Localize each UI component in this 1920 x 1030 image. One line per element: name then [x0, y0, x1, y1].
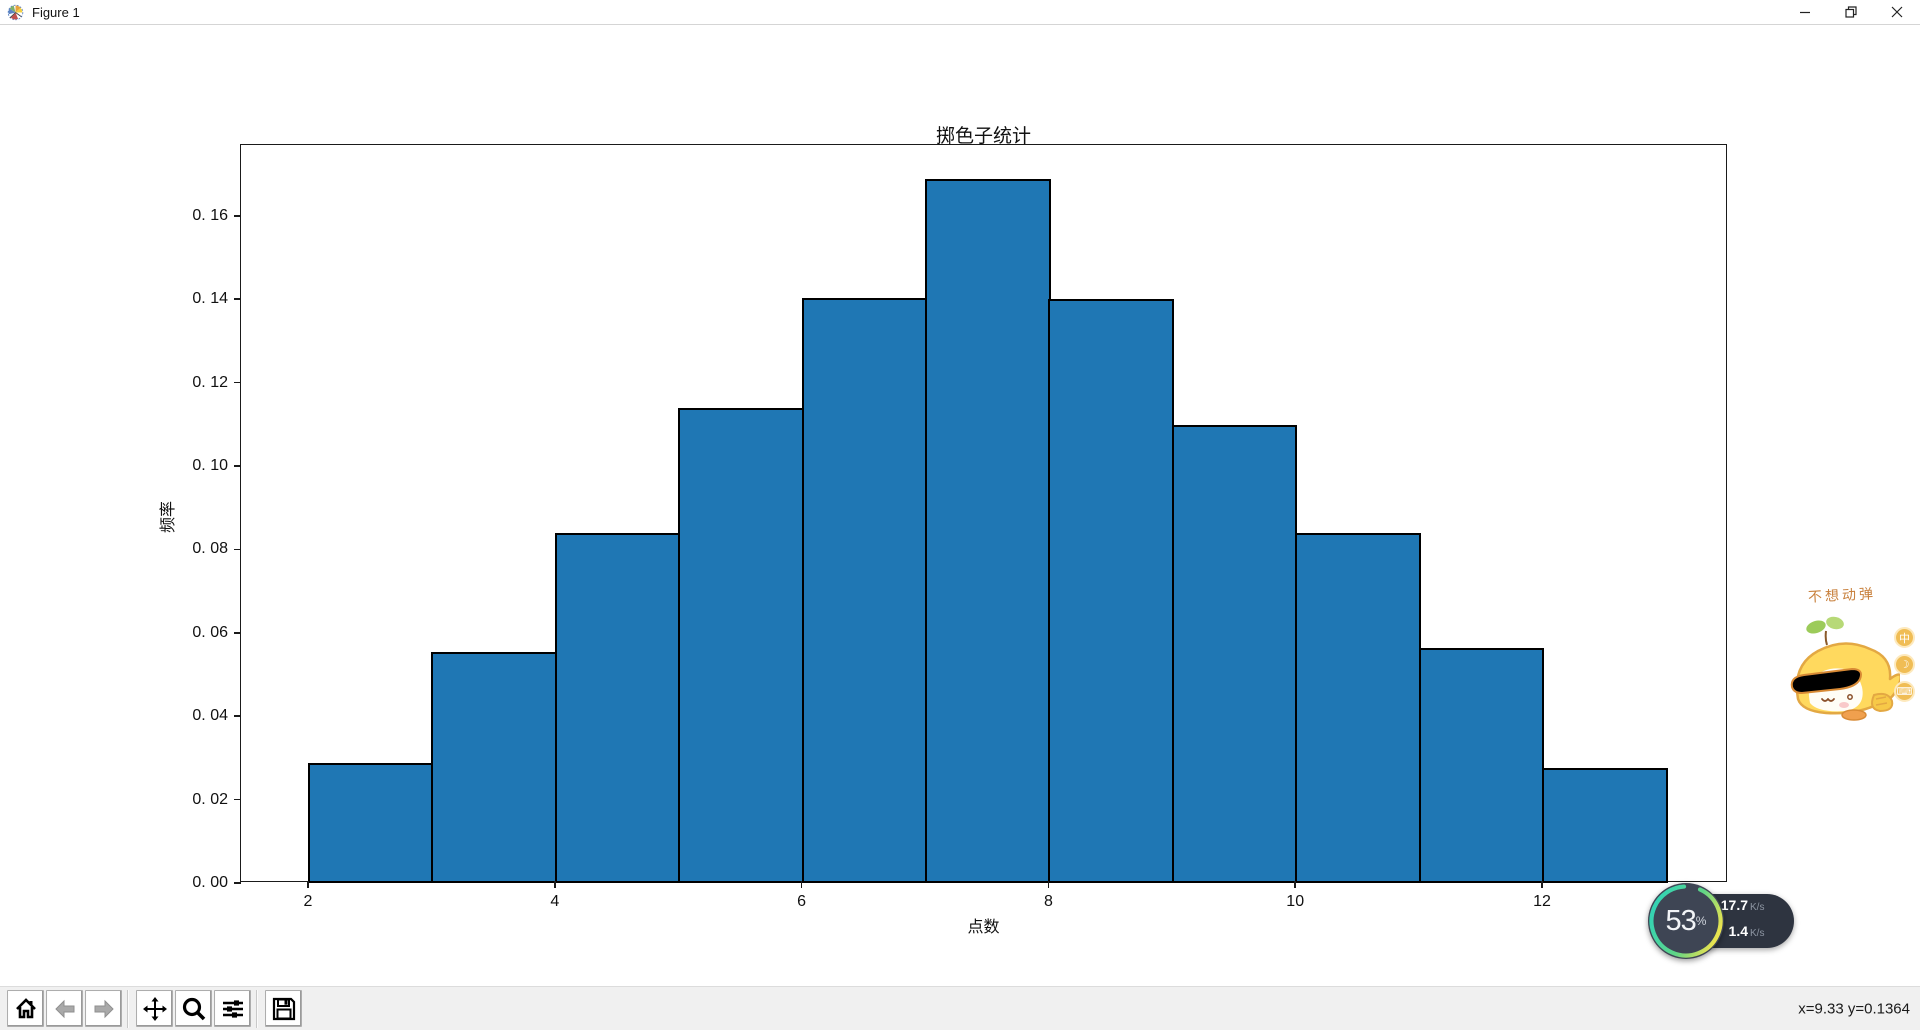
x-axis-label: 点数: [967, 919, 1000, 936]
y-axis-label: 频率: [160, 500, 178, 534]
histogram-bar: [1048, 299, 1174, 883]
restore-button[interactable]: [1828, 0, 1874, 24]
ime-language-button[interactable]: 中: [1894, 627, 1915, 648]
y-tick-mark: [234, 715, 241, 717]
x-tick-label: 4: [550, 893, 560, 910]
y-tick-mark: [234, 798, 241, 801]
x-tick-mark: [307, 881, 309, 888]
toolbar-separator: [256, 989, 258, 1028]
download-speed-unit: K/s: [1750, 928, 1765, 939]
y-tick-label: 0. 02: [192, 790, 228, 808]
minimize-button[interactable]: [1782, 0, 1828, 24]
y-tick-mark: [234, 298, 241, 301]
window-title: Figure 1: [32, 4, 80, 20]
download-speed-value: 1.4: [1728, 923, 1748, 939]
x-tick-mark: [800, 881, 803, 888]
pan-icon: [142, 996, 167, 1021]
percent-symbol: %: [1695, 914, 1707, 928]
histogram-bar: [1418, 648, 1545, 883]
y-tick-label: 0. 10: [192, 457, 228, 475]
x-tick-label: 12: [1533, 893, 1551, 910]
sliders-icon: [222, 999, 243, 1018]
y-tick-mark: [234, 381, 241, 384]
magnifier-icon: [182, 997, 205, 1020]
y-tick-label: 0. 14: [192, 290, 228, 308]
upload-speed-unit: K/s: [1750, 902, 1765, 913]
back-arrow-icon: [54, 999, 74, 1018]
figure-canvas[interactable]: 掷色子统计 频率 点数 0. 00 0. 02 0. 04 0. 06 0. 08 0. …: [0, 25, 1920, 986]
histogram-bar: [554, 532, 681, 883]
ime-halfwidth-button[interactable]: ☽: [1894, 654, 1915, 675]
y-tick-label: 0. 12: [192, 373, 228, 391]
duck-sticker-icon: [1790, 616, 1900, 721]
matplotlib-logo-icon: [7, 4, 24, 20]
histogram-bar: [431, 651, 557, 883]
home-icon: [15, 997, 36, 1018]
x-tick-label: 6: [797, 893, 807, 910]
x-tick-mark: [554, 881, 556, 888]
x-tick-mark: [1541, 881, 1543, 888]
matplotlib-toolbar: x=9.33 y=0.1364: [0, 986, 1920, 1030]
y-tick-mark: [234, 632, 241, 634]
x-tick-label: 2: [303, 893, 313, 910]
configure-subplots-button[interactable]: [214, 990, 251, 1027]
forward-button[interactable]: [85, 990, 122, 1027]
forward-arrow-icon: [94, 999, 114, 1018]
net-speed-widget[interactable]: ▲ 17.7 K/s ▼ 1.4 K/s: [1648, 883, 1798, 959]
x-tick-label: 10: [1286, 893, 1305, 910]
histogram-bar: [925, 179, 1051, 883]
y-tick-label: 0. 08: [192, 540, 228, 558]
x-tick-mark: [1294, 881, 1296, 888]
histogram-bar: [1171, 425, 1298, 883]
plot-area: 0. 00 0. 02 0. 04 0. 06 0. 08 0. 10 0. 12 0. 14…: [192, 144, 1727, 910]
window-controls: [1782, 0, 1920, 24]
y-tick-label: 0. 04: [192, 707, 228, 725]
window-titlebar: Figure 1: [0, 0, 1920, 25]
home-button[interactable]: [7, 990, 44, 1027]
histogram-bar: [801, 298, 928, 883]
gauge-ring-icon: [1649, 884, 1723, 958]
y-tick-mark: [234, 548, 241, 551]
y-tick-mark: [234, 465, 241, 467]
x-tick-mark: [1047, 881, 1050, 888]
y-tick-label: 0. 06: [192, 623, 228, 641]
histogram-bar: [1295, 533, 1421, 883]
ime-sticker: 不想动弹 中 ☽ ⌨: [1788, 585, 1920, 735]
zoom-button[interactable]: [175, 990, 212, 1027]
histogram-bar: [678, 408, 804, 883]
ime-toolbar: 中 ☽ ⌨: [1894, 627, 1915, 702]
histogram-bar: [1542, 768, 1668, 883]
ime-keyboard-button[interactable]: ⌨: [1894, 681, 1915, 702]
percent-value: 53: [1665, 904, 1697, 937]
histogram-bar: [308, 763, 434, 883]
upload-speed-value: 17.7: [1720, 897, 1748, 913]
y-tick-label: 0. 00: [192, 874, 228, 891]
cpu-percent-gauge[interactable]: 53 %: [1648, 883, 1724, 959]
toolbar-separator: [127, 989, 129, 1028]
close-button[interactable]: [1874, 0, 1920, 24]
pan-button[interactable]: [136, 990, 173, 1027]
y-tick-label: 0. 16: [192, 206, 228, 224]
y-tick-mark: [234, 882, 241, 884]
save-button[interactable]: [265, 990, 302, 1027]
chart-title: 掷色子统计: [935, 126, 1031, 147]
back-button[interactable]: [46, 990, 83, 1027]
x-tick-label: 8: [1043, 893, 1053, 910]
save-floppy-icon: [272, 997, 295, 1020]
cursor-position-readout: x=9.33 y=0.1364: [1798, 1000, 1910, 1017]
y-tick-mark: [234, 215, 241, 217]
